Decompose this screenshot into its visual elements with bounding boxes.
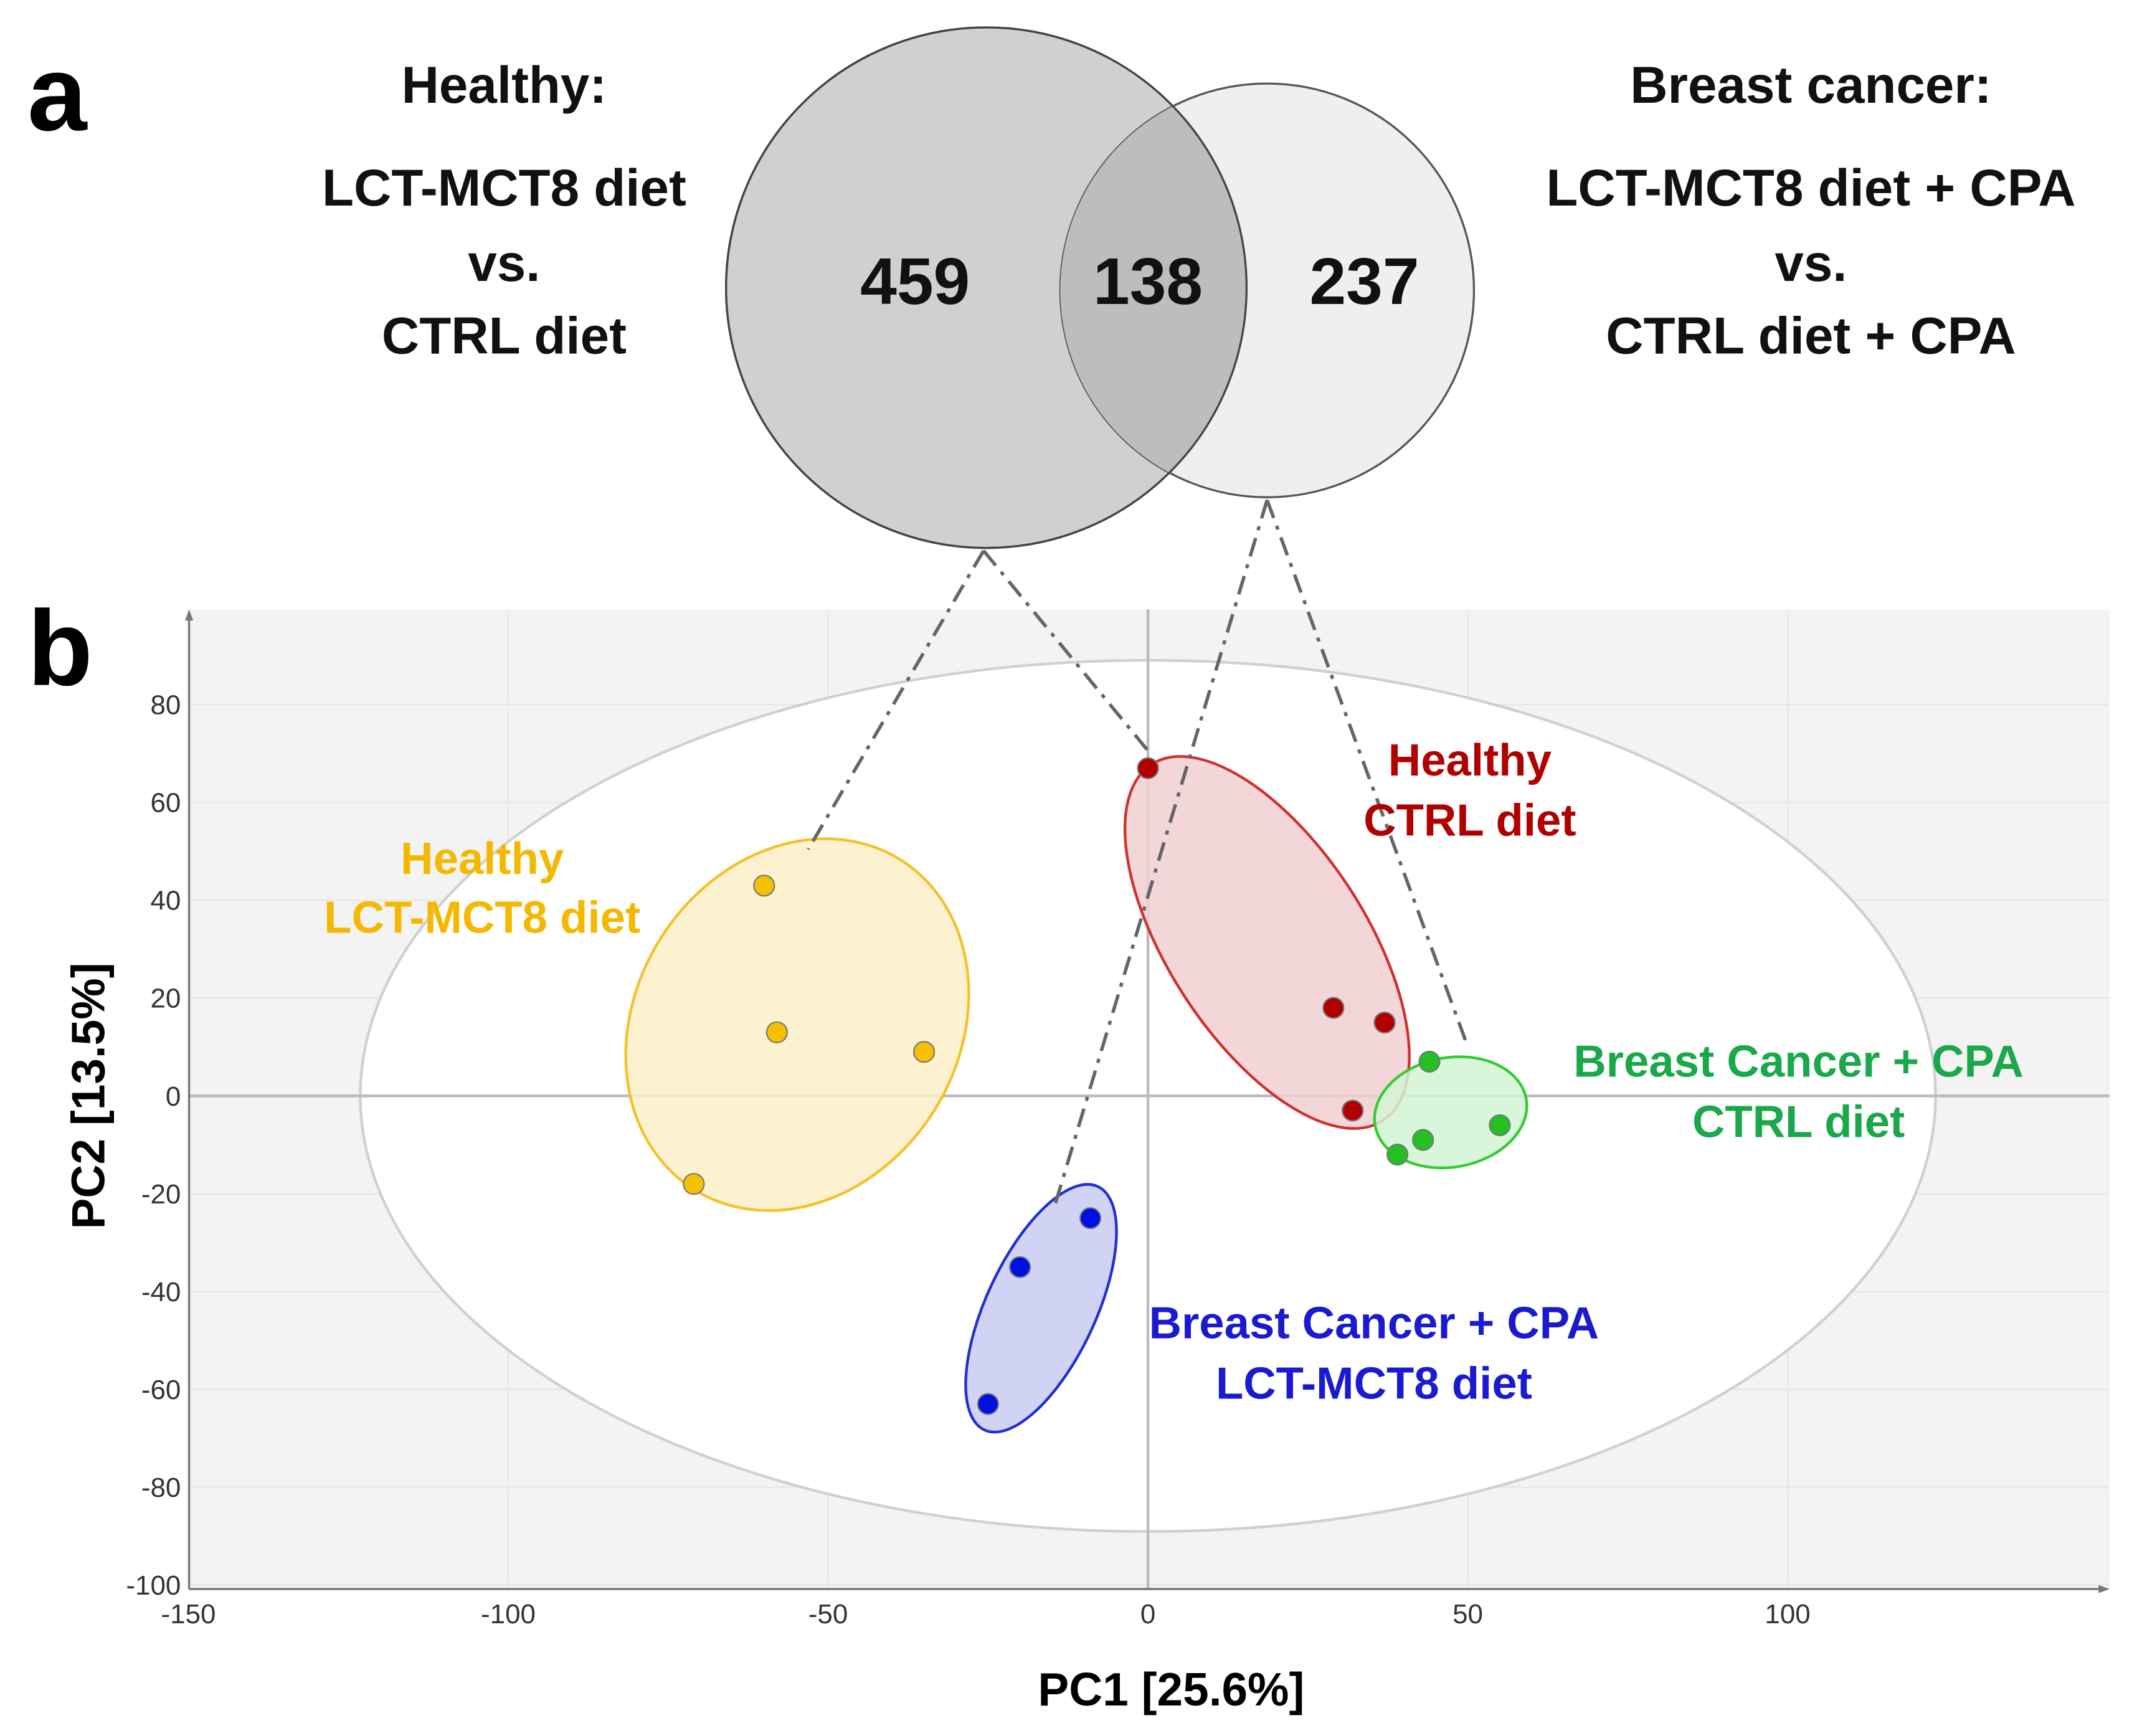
data-point xyxy=(1342,1099,1364,1122)
right-title-line: CTRL diet + CPA xyxy=(1606,306,2016,364)
x-tick-label: -50 xyxy=(808,1599,848,1629)
connector-line xyxy=(982,549,1150,752)
data-point xyxy=(977,1393,999,1415)
y-tick-label: -40 xyxy=(141,1277,181,1307)
y-tick-label: 0 xyxy=(166,1081,181,1112)
group-label: CTRL diet xyxy=(1363,795,1576,846)
y-tick-label: 20 xyxy=(150,984,181,1014)
left-title-line: LCT-MCT8 diet xyxy=(322,158,686,217)
connector-line xyxy=(807,549,985,850)
group-label: Healthy xyxy=(400,833,564,884)
data-point xyxy=(1489,1114,1511,1137)
group-labels: Healthy LCT-MCT8 diet Healthy CTRL diet Brea… xyxy=(324,735,2024,1409)
data-point xyxy=(1412,1129,1434,1151)
x-tick-label: 0 xyxy=(1140,1599,1155,1629)
tick-labels: -150 -100 -50 0 50 100806040200-20-40-60-80-1… xyxy=(126,690,1810,1629)
y-axis-label: PC2 [13.5%] xyxy=(62,962,114,1229)
panel-label-a: a xyxy=(27,34,88,153)
venn-right-count: 237 xyxy=(1309,245,1419,318)
group-label: Breast Cancer + CPA xyxy=(1573,1036,2024,1087)
y-tick-label: -60 xyxy=(141,1375,181,1405)
data-point xyxy=(1322,997,1345,1019)
x-tick-label: -150 xyxy=(161,1599,216,1629)
data-point xyxy=(1079,1207,1102,1230)
y-tick-label: 60 xyxy=(150,788,181,818)
x-axis-label: PC1 [25.6%] xyxy=(1038,1663,1304,1715)
connector-lines xyxy=(807,499,1467,1207)
y-tick-label: 80 xyxy=(150,690,181,721)
y-tick-label: -100 xyxy=(126,1570,181,1601)
panel-label-b: b xyxy=(27,589,93,708)
data-point xyxy=(753,875,775,897)
venn-left-outline xyxy=(725,26,1248,549)
data-point xyxy=(1009,1256,1031,1278)
y-axis-arrow xyxy=(185,609,194,621)
axes xyxy=(185,609,2110,1593)
group-label: Breast Cancer + CPA xyxy=(1149,1298,1599,1349)
venn-overlap xyxy=(1060,83,1247,498)
left-title-line: vs. xyxy=(468,234,540,292)
data-points xyxy=(683,757,1511,1415)
data-point xyxy=(683,1173,705,1195)
x-tick-label: 50 xyxy=(1452,1599,1483,1629)
group-label: LCT-MCT8 diet xyxy=(1216,1358,1532,1408)
group-label: CTRL diet xyxy=(1692,1096,1905,1147)
group-label: LCT-MCT8 diet xyxy=(324,893,640,943)
data-point xyxy=(1137,757,1159,779)
y-tick-label: -20 xyxy=(141,1179,181,1210)
group-label: Healthy xyxy=(1388,735,1552,785)
venn-overlap-count: 138 xyxy=(1093,245,1203,318)
right-title-line: vs. xyxy=(1775,234,1847,292)
group-ellipse xyxy=(964,1183,1118,1434)
x-tick-label: 100 xyxy=(1765,1599,1810,1629)
y-tick-label: -80 xyxy=(141,1473,181,1503)
x-axis-arrow xyxy=(2098,1585,2110,1593)
data-point xyxy=(1373,1012,1396,1034)
data-point xyxy=(1386,1143,1409,1166)
left-title-line: Healthy: xyxy=(402,55,607,114)
left-title-line: CTRL diet xyxy=(382,306,627,364)
data-point xyxy=(1418,1050,1441,1073)
data-point xyxy=(765,1021,788,1043)
x-tick-label: -100 xyxy=(481,1599,536,1629)
connector-line xyxy=(1053,499,1269,1207)
venn-left-count: 459 xyxy=(860,245,970,318)
right-title-line: Breast cancer: xyxy=(1630,55,1992,114)
connector-line xyxy=(1265,499,1467,1042)
y-tick-label: 40 xyxy=(150,886,181,916)
data-point xyxy=(912,1041,936,1063)
right-title-line: LCT-MCT8 diet + CPA xyxy=(1546,158,2075,217)
